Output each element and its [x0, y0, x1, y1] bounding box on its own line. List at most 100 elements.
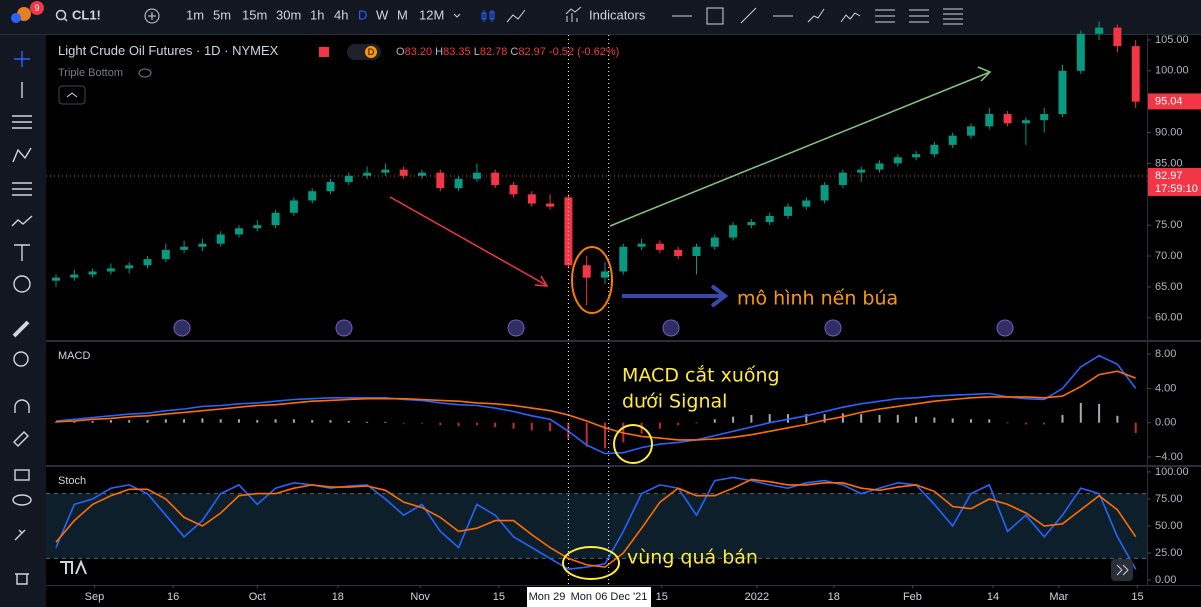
event-marker[interactable]: [173, 319, 191, 337]
candle-body: [418, 172, 426, 176]
search-icon[interactable]: [55, 9, 67, 21]
candle-body: [326, 181, 335, 192]
crosshair-tool[interactable]: [14, 51, 30, 67]
macd-histogram-bar: [201, 418, 204, 423]
collapse-button[interactable]: [58, 85, 86, 105]
candle-body: [88, 271, 97, 275]
event-marker[interactable]: [507, 319, 525, 337]
tool-icon[interactable]: [840, 12, 861, 23]
candle-body: [619, 246, 628, 272]
event-marker[interactable]: [824, 319, 842, 337]
macd-histogram-bar: [896, 414, 899, 423]
price-tick-label: 90.00: [1155, 126, 1183, 138]
macd-histogram-bar: [347, 420, 350, 423]
candle-type-icon: [489, 11, 495, 20]
ruler-tool[interactable]: [12, 320, 30, 338]
scroll-icon: [1116, 564, 1129, 576]
price-tick-label: 8.00: [1155, 348, 1176, 360]
candle-body: [235, 228, 243, 235]
crosshair-label: Mon 29: [529, 591, 566, 603]
tool-icon[interactable]: [943, 8, 963, 25]
crosshair-label-bg: [527, 587, 567, 607]
macd-histogram-bar: [219, 419, 222, 423]
candle-body: [509, 185, 518, 195]
logo[interactable]: 9: [11, 1, 44, 23]
interval-button[interactable]: 5m: [213, 7, 231, 22]
price-tick-label: 100.00: [1155, 466, 1189, 478]
time-tick-label: 15: [1131, 591, 1143, 603]
text-tool[interactable]: [14, 244, 30, 261]
macd-histogram-bar: [841, 413, 844, 423]
magnet-tool[interactable]: [14, 399, 30, 413]
pattern-name: Triple Bottom: [58, 67, 123, 79]
macd-histogram-bar: [366, 421, 369, 423]
interval-button[interactable]: 30m: [276, 7, 301, 22]
line-type-icon[interactable]: [506, 9, 526, 23]
macd-histogram-bar: [750, 414, 753, 423]
candle-body: [363, 172, 372, 176]
indicators-icon: [565, 6, 582, 22]
separator: [0, 34, 1201, 35]
tool-icon[interactable]: [706, 7, 724, 25]
price-axis-border: [1147, 35, 1148, 585]
link-tool[interactable]: [14, 529, 26, 541]
macd-histogram-bar: [1134, 422, 1137, 433]
time-axis-border: [46, 585, 1201, 586]
price-tick-label: 65.00: [1155, 281, 1183, 293]
macd-histogram-bar: [677, 422, 680, 426]
interval-button[interactable]: 12M: [419, 7, 444, 22]
tool-icon[interactable]: [875, 9, 895, 23]
interval-button[interactable]: 15m: [242, 7, 267, 22]
trash-tool[interactable]: [15, 573, 29, 585]
forecast-tool[interactable]: [12, 182, 32, 196]
candle-body: [546, 203, 555, 207]
add-symbol[interactable]: [144, 8, 160, 24]
macd-histogram-bar: [823, 414, 826, 423]
candle-body: [912, 154, 921, 158]
interval-button[interactable]: D: [358, 7, 367, 22]
time-tick-label: Mar: [1049, 591, 1068, 603]
price-tick-label: 75.00: [1155, 493, 1183, 505]
price-tick-label: 0.00: [1155, 574, 1176, 586]
brush-tool[interactable]: [11, 215, 33, 227]
interval-button[interactable]: M: [397, 7, 408, 22]
hide-icon[interactable]: [138, 68, 152, 78]
candle-body: [344, 175, 353, 182]
interval-button[interactable]: W: [376, 7, 389, 22]
macd-histogram-bar: [970, 419, 972, 423]
interval-button[interactable]: 4h: [334, 7, 348, 22]
oversold-highlight: [562, 546, 620, 580]
event-marker[interactable]: [335, 319, 353, 337]
macd-histogram-bar: [787, 414, 789, 423]
candle-body: [216, 234, 225, 244]
pane-separator: [46, 465, 1201, 467]
lock-draw-tool[interactable]: [13, 431, 29, 447]
interval-button[interactable]: 1h: [310, 7, 324, 22]
symbol[interactable]: CL1!: [72, 7, 101, 22]
tool-icon[interactable]: [740, 7, 757, 24]
candle-body: [1113, 27, 1122, 47]
price-label: 82.97: [1155, 170, 1183, 182]
tool-icon[interactable]: [909, 9, 929, 23]
visibility-tool[interactable]: [12, 494, 32, 506]
emoji-tool[interactable]: [13, 275, 31, 293]
time-tick-label: 18: [332, 591, 344, 603]
lock-tool[interactable]: [14, 469, 30, 481]
fib-tool[interactable]: [12, 115, 32, 129]
chevron[interactable]: [453, 13, 461, 18]
candle-body: [125, 265, 134, 269]
price-label-bg: [1148, 93, 1201, 110]
macd-histogram-bar: [640, 422, 643, 434]
indicators-button[interactable]: Indicators: [589, 7, 646, 22]
interval-button[interactable]: 1m: [186, 7, 204, 22]
tool-icon[interactable]: [807, 8, 825, 23]
event-marker[interactable]: [662, 319, 680, 337]
macd-line: [55, 370, 1136, 441]
macd-histogram-bar: [658, 422, 661, 429]
time-tick-label: 15: [656, 591, 668, 603]
candle-body: [271, 212, 280, 226]
event-marker[interactable]: [996, 319, 1014, 337]
zoom-tool[interactable]: [13, 351, 29, 367]
pattern-tool[interactable]: [12, 147, 32, 163]
macd-histogram-bar: [1116, 415, 1119, 423]
